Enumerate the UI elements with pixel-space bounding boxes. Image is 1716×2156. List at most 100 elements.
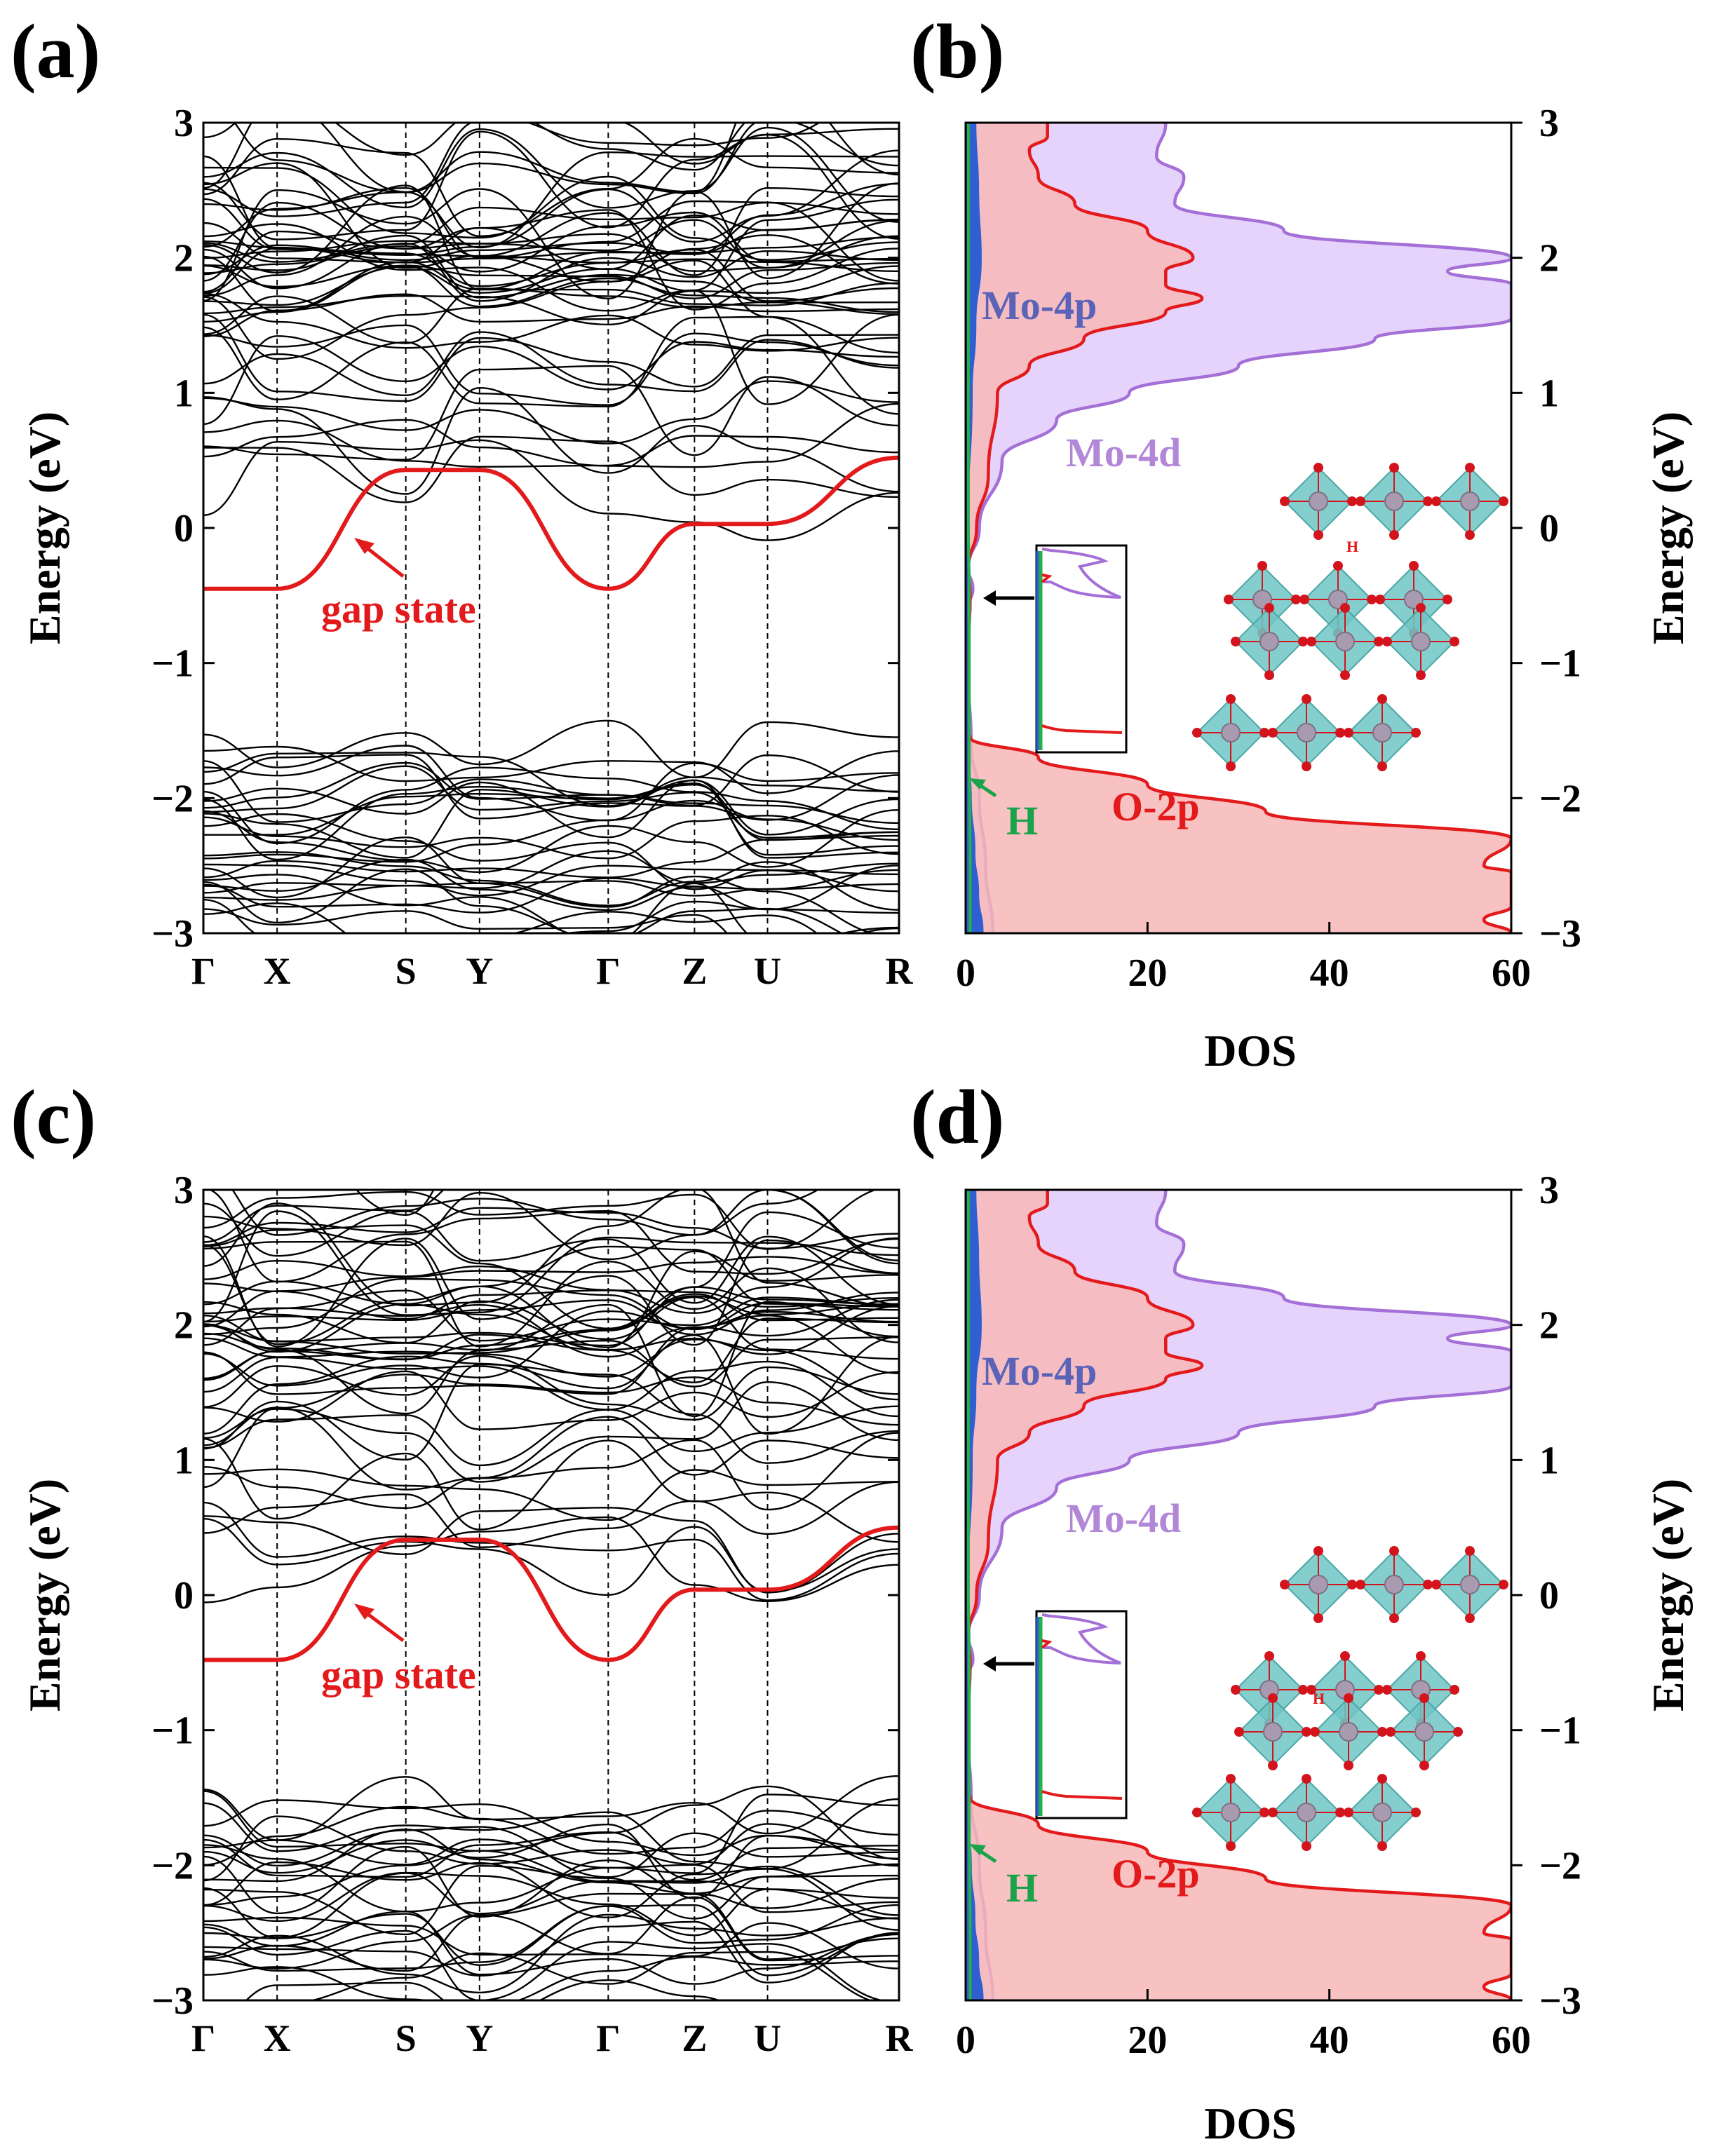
band-line: [203, 1794, 899, 1874]
mo-atom: [1221, 1803, 1241, 1822]
x-axis-title-d: DOS: [1204, 2099, 1297, 2148]
o-atom: [1411, 728, 1421, 738]
mo-atom: [1297, 723, 1316, 743]
y-tick-label: 3: [1539, 102, 1559, 145]
o-atom: [1344, 1693, 1353, 1703]
band-line: [203, 123, 899, 217]
band-line: [203, 1507, 899, 1594]
mo-atom: [1411, 632, 1431, 651]
o-atom: [1356, 1580, 1365, 1589]
band-line: [203, 137, 899, 238]
inset-mo4d-curve-b: [1041, 548, 1121, 599]
mo-atom: [1460, 1575, 1480, 1594]
mo-atom: [1384, 1575, 1404, 1594]
mo4d-label-d: Mo-4d: [1066, 1496, 1181, 1541]
y-tick-label: −2: [151, 777, 194, 820]
mo4p-label-d: Mo-4p: [982, 1348, 1097, 1394]
band-line: [203, 1829, 899, 1894]
h-arrowhead-d: [969, 1844, 986, 1855]
band-line: [203, 1211, 899, 1330]
o-atom: [1431, 1580, 1441, 1589]
o-atom: [1302, 761, 1311, 771]
y-tick-label: 0: [174, 507, 194, 550]
band-line: [203, 402, 899, 468]
band-line: [203, 1301, 899, 1418]
band-line: [203, 1190, 899, 1265]
gap-state-label-a: gap state: [321, 586, 476, 632]
x-tick-label: 0: [956, 2019, 975, 2062]
o-atom: [1313, 1546, 1323, 1556]
band-line: [203, 815, 899, 860]
o-atom: [1268, 728, 1278, 738]
band-line: [203, 1277, 899, 1336]
band-line: [203, 1845, 899, 1918]
o-atom: [1374, 1685, 1384, 1695]
o-atom: [1344, 1808, 1353, 1817]
band-line: [203, 287, 899, 344]
band-line: [203, 1913, 899, 1994]
o-atom: [1389, 530, 1399, 540]
band-line: [203, 1355, 899, 1421]
x-tick-label: 20: [1128, 2019, 1167, 2062]
y-tick-label: −3: [151, 912, 194, 956]
o-atom: [1257, 561, 1267, 571]
k-label: X: [264, 950, 291, 992]
gap-state-label-c: gap state: [321, 1652, 476, 1697]
o-atom: [1226, 761, 1236, 771]
y-tick-label: −3: [1539, 1979, 1581, 2023]
o-atom: [1280, 496, 1290, 506]
band-line: [203, 331, 899, 397]
o-atom: [1313, 1613, 1323, 1623]
o-atom: [1431, 496, 1441, 506]
mo4d-label-b: Mo-4d: [1066, 430, 1181, 475]
band-line: [203, 1955, 899, 2000]
band-line: [203, 1190, 899, 1308]
panel-b-dos: (b) 3 2 1 0 −1 −2 −3 0 20 40 60 DOS Energy (eV) M…: [910, 8, 1693, 1076]
o-atom: [1416, 603, 1426, 613]
kpoint-divider-lines-c: [276, 1190, 769, 2000]
o-atom: [1280, 1580, 1290, 1589]
band-line: [203, 1202, 899, 1306]
y-tick-label: −1: [151, 642, 194, 686]
k-label: Γ: [191, 950, 215, 992]
o-atom: [1465, 1613, 1475, 1623]
band-line: [203, 783, 899, 841]
mo-atom: [1384, 491, 1404, 511]
o-atom: [1411, 1808, 1421, 1817]
y-axis-title-c: Energy (eV): [20, 1479, 69, 1711]
band-line: [203, 1775, 899, 1841]
x-axis-title-b: DOS: [1204, 1026, 1297, 1076]
band-line: [203, 1406, 899, 1491]
o-atom: [1298, 637, 1308, 646]
band-line: [203, 1844, 899, 1913]
band-line: [203, 1785, 899, 1860]
o-atom: [1264, 670, 1274, 680]
inset-frame-d: [1035, 1610, 1128, 1819]
band-line: [203, 1363, 899, 1464]
o-atom: [1264, 603, 1274, 613]
band-line: [203, 1295, 899, 1355]
o-atom: [1416, 1651, 1426, 1661]
band-line: [203, 1926, 886, 2000]
dos-area-o2p: [966, 1190, 1511, 2000]
o-atom: [1389, 463, 1399, 473]
mo-atom: [1460, 491, 1480, 511]
o-atom: [1226, 1774, 1236, 1784]
inset-frame-b: [1035, 544, 1128, 754]
o-atom: [1335, 1808, 1345, 1817]
gap-state-arrowhead-c: [354, 1604, 374, 1620]
band-line: [203, 1516, 899, 1604]
h-label-b: H: [1006, 798, 1038, 843]
band-line: [203, 1336, 899, 1388]
inset-mo4d-curve-d: [1041, 1613, 1121, 1665]
y-tick-label: 1: [1539, 372, 1559, 415]
band-line: [203, 233, 899, 272]
mo-atom: [1297, 1803, 1316, 1822]
y-tick-label: 0: [174, 1574, 194, 1618]
k-label: Z: [682, 950, 707, 992]
y-tick-label: 2: [174, 1304, 194, 1348]
crystal-structure-inset-d: [1192, 1546, 1508, 1851]
o-atom: [1302, 1841, 1311, 1851]
band-line: [203, 247, 899, 302]
o-atom: [1344, 1761, 1353, 1770]
